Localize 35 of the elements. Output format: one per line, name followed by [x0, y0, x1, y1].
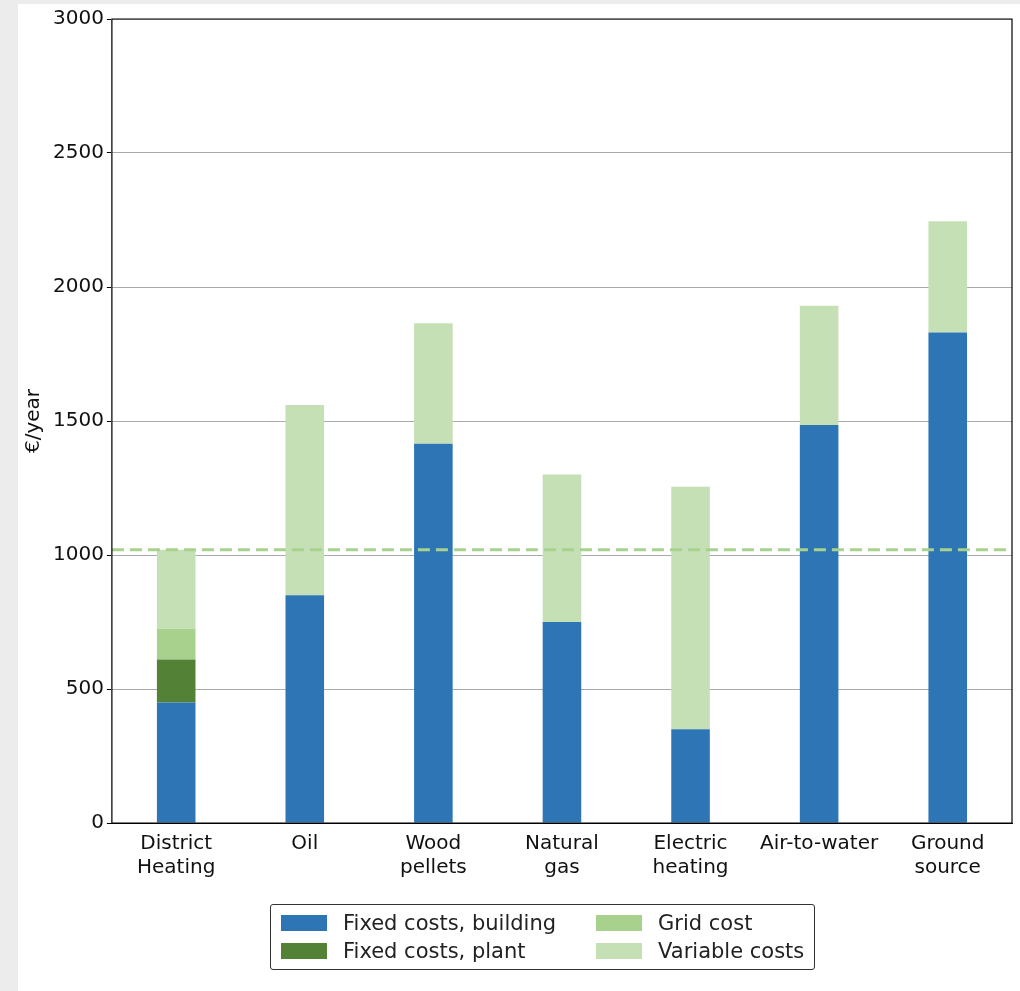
bar	[928, 332, 967, 823]
y-tick-label: 1000	[52, 541, 104, 566]
bar	[671, 486, 710, 730]
x-tick-label: District Heating	[137, 830, 216, 879]
legend-label: Fixed costs, plant	[343, 939, 526, 963]
legend-label: Variable costs	[658, 939, 805, 963]
y-tick-label: 500	[65, 675, 104, 700]
x-tick-label: Air-to-water	[760, 830, 879, 855]
x-tick-label: Ground source	[910, 830, 985, 879]
x-tick-label: Wood pellets	[400, 830, 467, 879]
bar	[285, 404, 325, 596]
bar	[799, 425, 839, 823]
bar	[542, 622, 582, 823]
y-tick-label: 1500	[52, 407, 104, 432]
bar	[542, 474, 582, 622]
y-tick-label: 3000	[52, 5, 104, 30]
y-tick-label: 0	[91, 809, 104, 834]
x-tick-label: Oil	[291, 830, 319, 855]
bar	[156, 702, 196, 823]
bar	[671, 729, 710, 823]
bar	[414, 443, 453, 823]
legend-label: Grid cost	[658, 911, 753, 935]
legend-label: Fixed costs, building	[343, 911, 557, 935]
bar	[285, 595, 325, 823]
bar	[156, 628, 196, 660]
y-axis-title: €/year	[20, 388, 45, 454]
y-tick-label: 2000	[52, 273, 104, 298]
x-tick-label: Natural gas	[525, 830, 599, 879]
bar	[156, 549, 196, 629]
bar	[928, 221, 967, 333]
bar	[414, 323, 453, 444]
x-tick-label: Electric heating	[652, 830, 729, 879]
bar	[156, 659, 196, 703]
y-tick-label: 2500	[52, 139, 104, 164]
bar	[799, 305, 839, 426]
